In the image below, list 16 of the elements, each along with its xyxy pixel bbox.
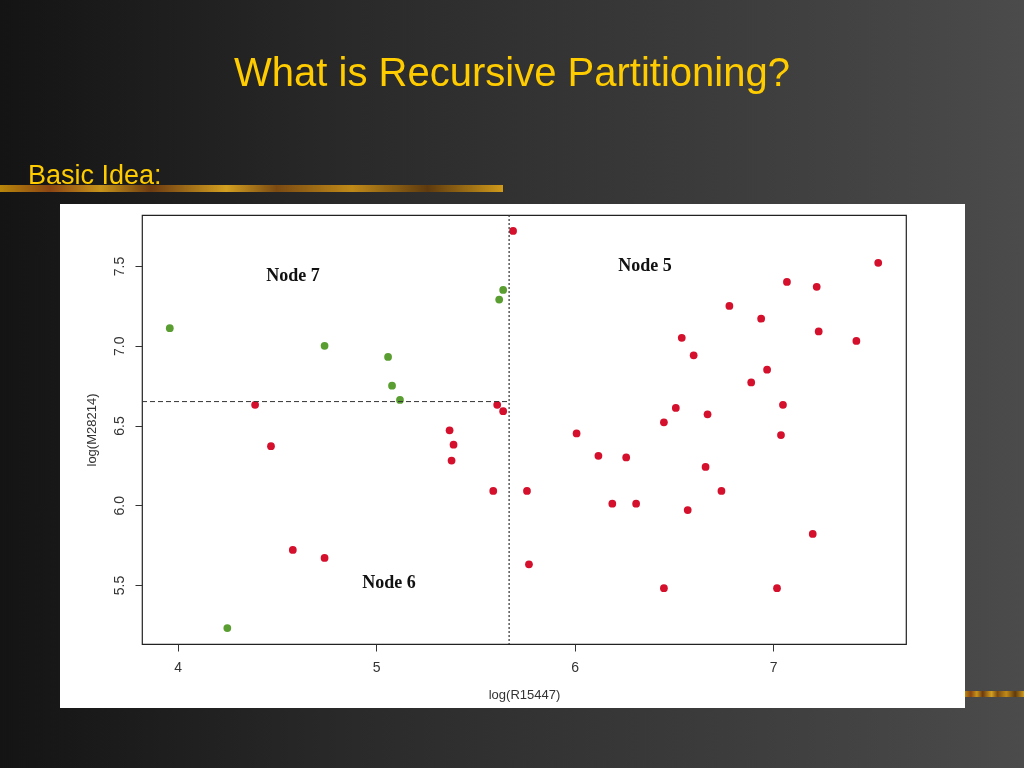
y-tick-label: 6.5 [110, 416, 127, 436]
chart-title: What is Recursive Partitioning? [233, 49, 791, 96]
annotation: Node 5 [618, 255, 672, 275]
y-tick-label: 7.5 [110, 256, 127, 277]
x-axis-title: log(R15447) [488, 686, 561, 702]
annotation: Node 6 [362, 572, 416, 592]
y-tick-label: 6.0 [110, 495, 127, 516]
y-tick-label: 7.0 [110, 336, 127, 357]
y-axis-title: log(M28214) [83, 393, 99, 467]
x-tick-label: 5 [372, 658, 381, 675]
x-tick-label: 6 [571, 658, 580, 675]
chart-subtitle: Basic Idea: [28, 159, 162, 192]
y-tick-label: 5.5 [110, 575, 127, 596]
x-tick-label: 7 [769, 658, 778, 675]
annotation: Node 7 [266, 265, 320, 285]
x-tick-label: 4 [174, 658, 183, 675]
